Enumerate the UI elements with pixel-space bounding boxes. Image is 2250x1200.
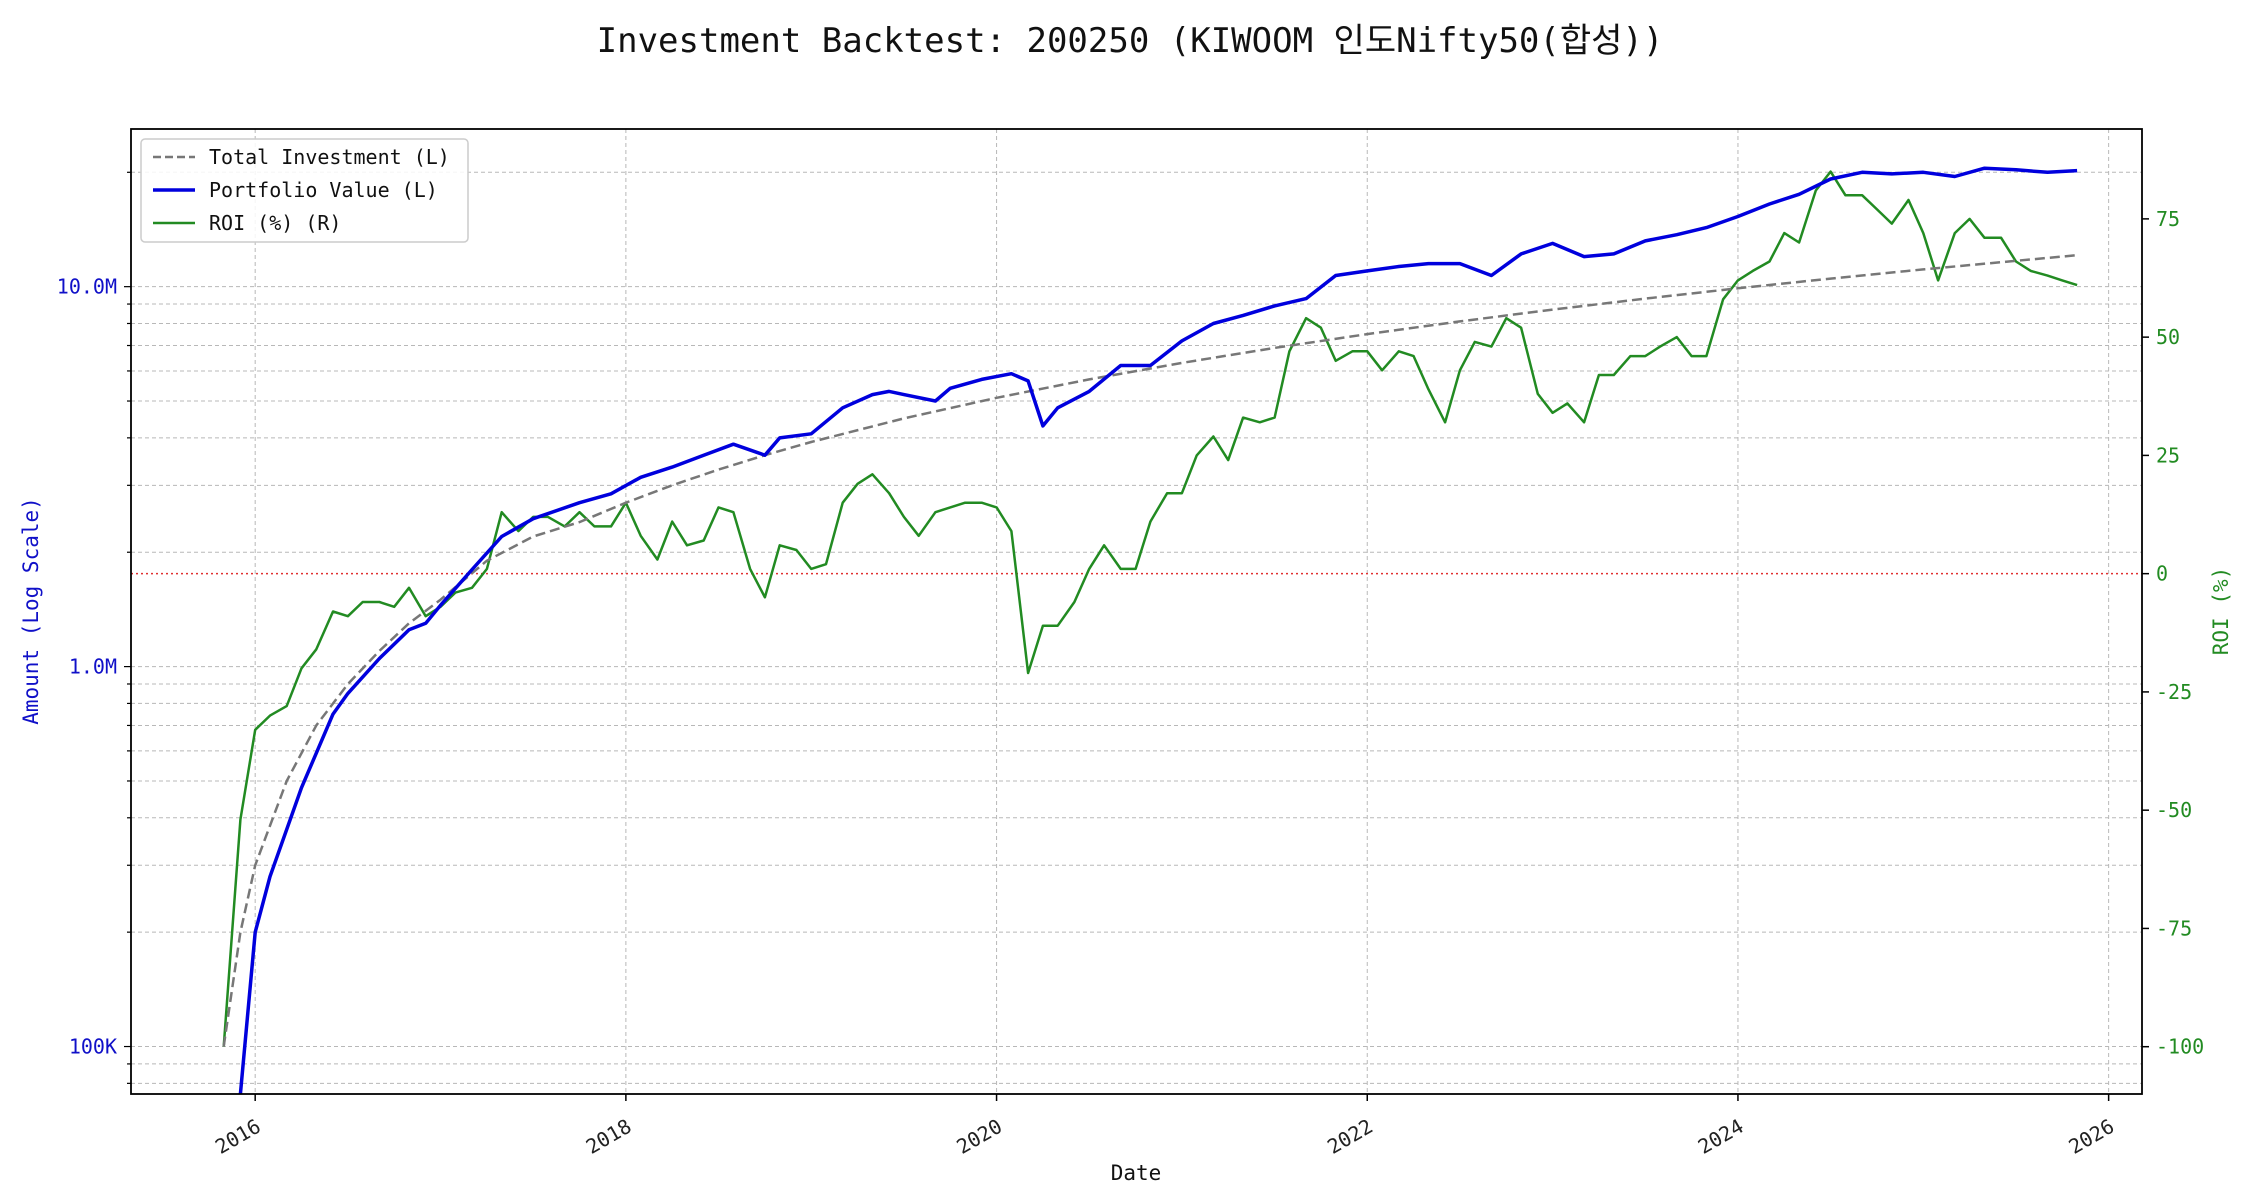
left-axis-label: Amount (Log Scale) <box>19 497 43 725</box>
legend: Total Investment (L) Portfolio Value (L) R… <box>140 138 469 243</box>
x-tick-label: 2026 <box>2064 1114 2118 1159</box>
right-tick-label: -50 <box>2156 798 2192 822</box>
x-axis-ticks: 2016 2018 2020 2022 2024 2026 <box>211 1094 2118 1159</box>
x-tick-label: 2018 <box>582 1114 636 1159</box>
x-tick-label: 2022 <box>1323 1114 1377 1159</box>
right-tick-label: 50 <box>2156 325 2180 349</box>
right-tick-label: -75 <box>2156 916 2192 940</box>
right-axis-ticks: -100 -75 -50 -25 0 25 50 75 <box>2142 207 2204 1059</box>
series-line-roi <box>222 170 2078 1047</box>
left-tick-label: 10.0M <box>57 275 117 299</box>
chart-title: Investment Backtest: 200250 (KIWOOM 인도Ni… <box>597 21 1664 61</box>
x-tick-label: 2024 <box>1694 1114 1748 1159</box>
x-tick-label: 2020 <box>952 1114 1006 1159</box>
right-tick-label: 75 <box>2156 207 2180 231</box>
right-tick-label: -25 <box>2156 680 2192 704</box>
legend-box <box>140 138 469 243</box>
series-line-total-investment <box>222 253 2078 1047</box>
legend-label: Portfolio Value (L) <box>209 178 438 202</box>
series-line-portfolio-value <box>238 166 2078 1095</box>
x-tick-label: 2016 <box>211 1114 265 1159</box>
x-axis-label: Date <box>1111 1161 1162 1185</box>
plot-frame <box>130 128 2143 1095</box>
legend-label: ROI (%) (R) <box>209 211 341 235</box>
left-axis-ticks: 100K 1.0M 10.0M <box>57 171 131 1084</box>
legend-label: Total Investment (L) <box>209 145 450 169</box>
left-tick-label: 100K <box>69 1035 117 1059</box>
right-tick-label: 0 <box>2156 562 2168 586</box>
grid <box>131 129 2142 1094</box>
right-tick-label: -100 <box>2156 1035 2204 1059</box>
series-layer <box>222 166 2078 1095</box>
left-tick-label: 1.0M <box>69 655 117 679</box>
right-axis-label: ROI (%) <box>2209 567 2233 656</box>
right-tick-label: 25 <box>2156 443 2180 467</box>
